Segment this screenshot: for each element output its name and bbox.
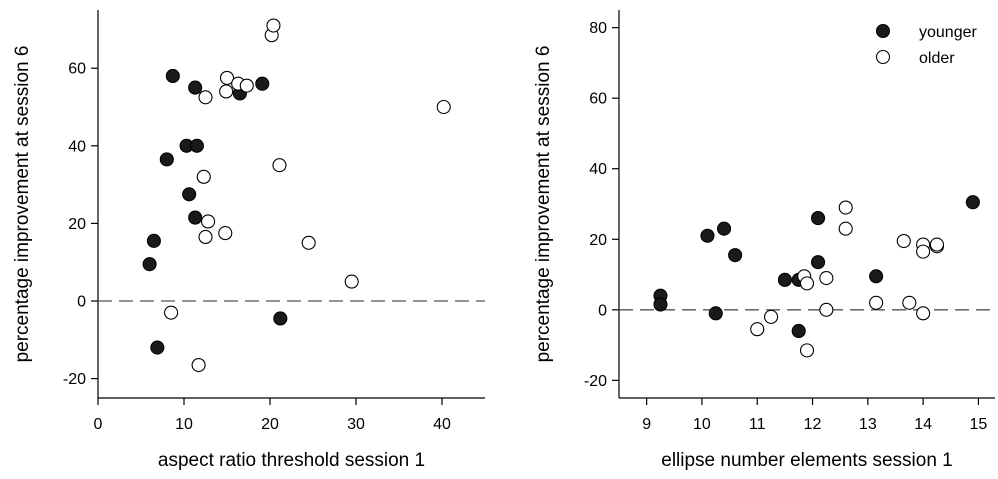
x-tick-label: 10 <box>175 416 193 433</box>
open-data-point <box>218 226 233 241</box>
x-tick-label: 14 <box>914 416 932 433</box>
open-data-point <box>272 158 287 173</box>
filled-data-point <box>777 272 792 287</box>
y-tick-label: 60 <box>589 91 607 108</box>
filled-data-point <box>188 210 203 225</box>
y-axis-label: percentage improvement at session 6 <box>533 46 554 363</box>
open-data-point <box>819 302 834 317</box>
open-data-point <box>301 235 316 250</box>
open-data-point <box>838 221 853 236</box>
open-data-point <box>929 237 944 252</box>
open-data-point <box>344 274 359 289</box>
filled-data-point <box>869 269 884 284</box>
open-data-point <box>764 309 779 324</box>
legend-marker-older <box>875 49 891 65</box>
legend-label-younger: younger <box>919 24 977 41</box>
open-data-point <box>164 305 179 320</box>
open-data-point <box>902 295 917 310</box>
x-tick-label: 9 <box>642 416 651 433</box>
x-tick-label: 10 <box>693 416 711 433</box>
filled-data-point <box>700 228 715 243</box>
open-data-point <box>819 271 834 286</box>
filled-data-point <box>165 68 180 84</box>
y-tick-label: 20 <box>589 232 607 249</box>
open-data-point <box>198 229 213 245</box>
y-tick-label: 80 <box>589 20 607 37</box>
y-axis-label: percentage improvement at session 6 <box>12 46 33 363</box>
filled-data-point <box>653 297 668 312</box>
filled-data-point <box>717 221 732 236</box>
x-tick-label: 11 <box>749 416 766 433</box>
legend-marker-younger <box>875 23 891 39</box>
filled-data-point <box>273 311 288 326</box>
y-tick-label: 60 <box>68 61 86 78</box>
open-data-point <box>201 214 216 229</box>
filled-data-point <box>811 255 826 270</box>
filled-data-point <box>255 76 270 91</box>
open-data-point <box>436 99 451 115</box>
open-data-point <box>799 343 815 358</box>
open-data-point <box>191 357 206 373</box>
filled-data-point <box>142 257 157 272</box>
y-tick-label: -20 <box>584 373 607 390</box>
chart-panel-1: -20 0 20 40 60 0 10 20 30 40 aspect ratio threshol… <box>12 10 485 471</box>
x-tick-label: 30 <box>347 416 365 433</box>
y-tick-label: 40 <box>589 161 607 178</box>
filled-data-point <box>965 195 980 210</box>
open-data-point <box>916 244 931 259</box>
open-data-point <box>838 200 853 215</box>
legend: younger older <box>875 23 977 67</box>
x-tick-label: 13 <box>859 416 877 433</box>
open-data-point <box>266 18 281 33</box>
x-axis-label: ellipse number elements session 1 <box>661 450 953 471</box>
y-tick-label: 0 <box>77 294 86 311</box>
y-tick-label: 0 <box>598 302 607 319</box>
filled-data-point <box>188 80 203 95</box>
filled-data-point <box>791 323 806 339</box>
filled-data-point <box>728 248 743 263</box>
filled-data-point <box>189 138 204 153</box>
filled-data-point <box>159 152 174 167</box>
x-axis-label: aspect ratio threshold session 1 <box>158 450 425 471</box>
filled-data-point <box>708 306 723 321</box>
y-tick-label: 20 <box>68 216 86 233</box>
chart-panel-2: -20 0 20 40 60 80 9 10 11 12 13 14 15 ellipse number … <box>533 10 995 471</box>
open-data-point <box>916 306 931 321</box>
open-data-point <box>198 90 213 105</box>
y-tick-label: 40 <box>68 138 86 155</box>
filled-data-point <box>150 340 165 355</box>
x-tick-label: 0 <box>94 416 103 433</box>
x-tick-label: 20 <box>261 416 279 433</box>
filled-data-point <box>146 233 161 248</box>
open-data-point <box>869 295 884 310</box>
open-data-point <box>219 70 235 85</box>
x-tick-label: 15 <box>970 416 988 433</box>
y-tick-label: -20 <box>63 371 86 388</box>
filled-data-point <box>182 187 197 202</box>
legend-label-older: older <box>919 50 955 67</box>
open-data-point <box>896 233 911 249</box>
open-data-point <box>239 78 254 93</box>
filled-data-point <box>811 211 826 226</box>
open-data-point <box>219 84 234 99</box>
open-data-point <box>196 169 211 184</box>
open-data-point <box>750 322 765 337</box>
open-data-point <box>799 276 815 291</box>
x-tick-label: 40 <box>433 416 451 433</box>
x-tick-label: 12 <box>804 416 822 433</box>
